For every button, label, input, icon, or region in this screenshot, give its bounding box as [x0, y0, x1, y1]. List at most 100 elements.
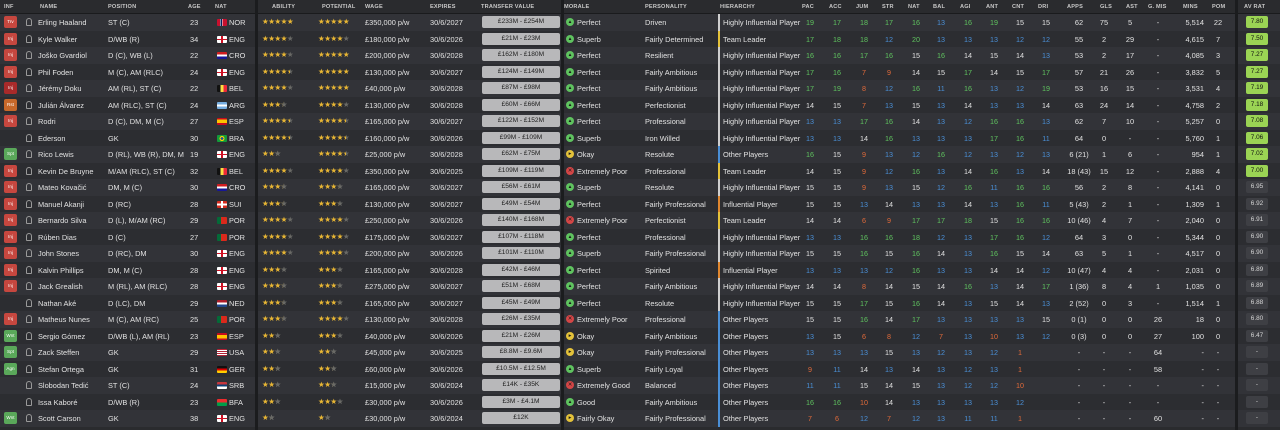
player-name[interactable]: Nathan Aké — [38, 298, 77, 308]
table-row[interactable]: Inj Kevin De Bruyne M/AM (RLC), ST (C) 32 BE… — [0, 162, 1280, 179]
table-row[interactable]: Inj Kyle Walker D/WB (R) 34 ENG ★★★★ ★ ★★★★ ★ £18… — [0, 30, 1280, 47]
transfer-value[interactable]: £60M - £66M — [482, 98, 560, 111]
table-row[interactable]: Inj Bernardo Silva D (L), M/AM (RC) 29 POR ★★… — [0, 212, 1280, 229]
player-name[interactable]: Issa Kaboré — [38, 397, 78, 407]
col-gmis[interactable]: G. MIS — [1148, 4, 1167, 10]
col-acc[interactable]: ACC — [829, 4, 842, 10]
player-name[interactable]: Erling Haaland — [38, 18, 87, 27]
table-row[interactable]: Inj Joško Gvardiol D (C), WB (L) 22 CRO ★★★★ ★… — [0, 47, 1280, 64]
col-ability[interactable]: ABILITY — [272, 4, 296, 10]
table-row[interactable]: Inj Jack Grealish M (RL), AM (RLC) 28 ENG ★★★… — [0, 278, 1280, 295]
inf-badge[interactable]: Wnt — [4, 329, 17, 342]
transfer-value[interactable]: £109M - £119M — [482, 164, 560, 177]
col-inf[interactable]: INF — [4, 4, 14, 10]
col-jum[interactable]: JUM — [856, 4, 869, 10]
transfer-value[interactable]: £124M - £149M — [482, 65, 560, 78]
table-row[interactable]: Inj Rodri D (C), DM, M (C) 27 ESP ★★★★ ★ ★★★★ ★ £… — [0, 113, 1280, 130]
col-nat[interactable]: NAT — [215, 4, 227, 10]
col-pac[interactable]: PAC — [802, 4, 814, 10]
player-name[interactable]: John Stones — [38, 249, 80, 258]
inf-badge[interactable]: Agn — [4, 362, 17, 375]
player-name[interactable]: Stefan Ortega — [38, 364, 85, 374]
inf-badge[interactable]: Inj — [4, 181, 17, 193]
transfer-value[interactable]: £42M - £46M — [482, 263, 560, 276]
inf-badge[interactable]: Inj — [4, 280, 17, 292]
transfer-value[interactable]: £49M - £54M — [482, 197, 560, 210]
col-hierarchy[interactable]: HIERARCHY — [720, 4, 756, 10]
inf-badge[interactable]: Wnt — [4, 412, 17, 424]
transfer-value[interactable]: £26M - £35M — [482, 313, 560, 325]
col-wage[interactable]: WAGE — [365, 4, 383, 10]
table-row[interactable]: Inj Manuel Akanji D (RC) 28 SUI ★★★ ★ ★ ★★★ ★ ★ £13… — [0, 195, 1280, 212]
transfer-value[interactable]: £45M - £49M — [482, 296, 560, 309]
transfer-value[interactable]: £62M - £75M — [482, 148, 560, 160]
transfer-value[interactable]: £51M - £68M — [482, 280, 560, 292]
table-row[interactable]: Inj Jérémy Doku AM (RL), ST (C) 22 BEL ★★★★ ★ ★… — [0, 80, 1280, 97]
player-name[interactable]: Sergio Gómez — [38, 331, 86, 341]
inf-badge[interactable]: Inj — [4, 115, 17, 127]
inf-badge[interactable]: Trv — [4, 16, 17, 28]
inf-badge[interactable]: Rst — [4, 98, 17, 111]
table-row[interactable]: Spt Zack Steffen GK 29 USA ★★ ★ ★ ★ ★★ ★ ★ ★ £45,000 … — [0, 344, 1280, 361]
col-morale[interactable]: MORALE — [564, 4, 590, 10]
col-avrat[interactable]: AV RAT — [1244, 4, 1266, 10]
col-nat2[interactable]: NAT — [908, 4, 920, 10]
col-age[interactable]: AGE — [188, 4, 201, 10]
table-row[interactable]: Ederson GK 30 BRA ★★★★ ★ ★★★★ ★ £160,000 p/w 30/6… — [0, 129, 1280, 146]
col-position[interactable]: POSITION — [108, 4, 137, 10]
player-name[interactable]: Manuel Akanji — [38, 199, 85, 209]
col-dri[interactable]: DRI — [1038, 4, 1049, 10]
transfer-value[interactable]: £8.8M - £9.6M — [482, 346, 560, 358]
inf-badge[interactable]: Inj — [4, 197, 17, 210]
transfer-value[interactable]: £21M - £23M — [482, 32, 560, 45]
table-row[interactable]: Inj Phil Foden M (C), AM (RLC) 24 ENG ★★★★ ★ ★★… — [0, 63, 1280, 80]
player-name[interactable]: Slobodan Tedić — [38, 381, 89, 390]
col-pom[interactable]: POM — [1212, 4, 1226, 10]
player-name[interactable]: Scott Carson — [38, 414, 81, 423]
col-gls[interactable]: GLS — [1100, 4, 1113, 10]
inf-badge[interactable]: Inj — [4, 313, 17, 325]
col-ant[interactable]: ANT — [986, 4, 999, 10]
transfer-value[interactable]: £140M - £168M — [482, 214, 560, 226]
transfer-value[interactable]: £14K - £35K — [482, 379, 560, 391]
col-expires[interactable]: EXPIRES — [430, 4, 456, 10]
player-name[interactable]: Matheus Nunes — [38, 315, 90, 324]
player-name[interactable]: Rodri — [38, 117, 56, 126]
col-ast[interactable]: AST — [1126, 4, 1138, 10]
transfer-value[interactable]: £233M - £254M — [482, 16, 560, 28]
col-personality[interactable]: PERSONALITY — [645, 4, 687, 10]
player-name[interactable]: Kalvin Phillips — [38, 265, 84, 275]
inf-badge[interactable]: Inj — [4, 32, 17, 45]
player-name[interactable]: Kyle Walker — [38, 34, 78, 44]
col-transfer-value[interactable]: TRANSFER VALUE — [481, 4, 535, 10]
player-name[interactable]: Joško Gvardiol — [38, 51, 87, 60]
inf-badge[interactable]: Spt — [4, 148, 17, 160]
table-row[interactable]: Nathan Aké D (LC), DM 29 NED ★★★ ★ ★ ★★★ ★ ★ £165,… — [0, 294, 1280, 311]
player-name[interactable]: Ederson — [38, 133, 66, 143]
inf-badge[interactable]: Inj — [4, 247, 17, 259]
table-row[interactable]: Rst Julián Álvarez AM (RLC), ST (C) 24 ARG ★★… — [0, 96, 1280, 113]
col-agi[interactable]: AGI — [960, 4, 971, 10]
inf-badge[interactable]: Inj — [4, 49, 17, 61]
table-row[interactable]: Trv Erling Haaland ST (C) 23 NOR ★★★★★ ★★★★★ £3… — [0, 14, 1280, 31]
inf-badge[interactable]: Inj — [4, 65, 17, 78]
table-row[interactable]: Issa Kaboré D/WB (R) 23 BFA ★★ ★ ★ ★ ★★★ ★ ★ £30,00… — [0, 393, 1280, 410]
inf-badge[interactable]: Inj — [4, 263, 17, 276]
transfer-value[interactable]: £12K — [482, 412, 560, 424]
table-row[interactable]: Inj John Stones D (RC), DM 30 ENG ★★★★ ★ ★★★★ ★ £… — [0, 245, 1280, 262]
player-name[interactable]: Zack Steffen — [38, 348, 80, 357]
inf-badge[interactable]: Inj — [4, 230, 17, 243]
table-row[interactable]: Wnt Scott Carson GK 38 ENG ★ ★ ★ ★ ★ ★ ★ ★ ★ ★ £30,000 … — [0, 410, 1280, 427]
player-name[interactable]: Julián Álvarez — [38, 100, 85, 110]
player-name[interactable]: Bernardo Silva — [38, 216, 87, 225]
player-name[interactable]: Rico Lewis — [38, 150, 74, 159]
transfer-value[interactable]: £107M - £118M — [482, 230, 560, 243]
col-name[interactable]: NAME — [40, 4, 58, 10]
player-name[interactable]: Phil Foden — [38, 67, 74, 77]
transfer-value[interactable]: £122M - £152M — [482, 115, 560, 127]
transfer-value[interactable]: £101M - £110M — [482, 247, 560, 259]
player-name[interactable]: Kevin De Bruyne — [38, 166, 94, 176]
col-potential[interactable]: POTENTIAL — [322, 4, 356, 10]
col-str[interactable]: STR — [882, 4, 894, 10]
